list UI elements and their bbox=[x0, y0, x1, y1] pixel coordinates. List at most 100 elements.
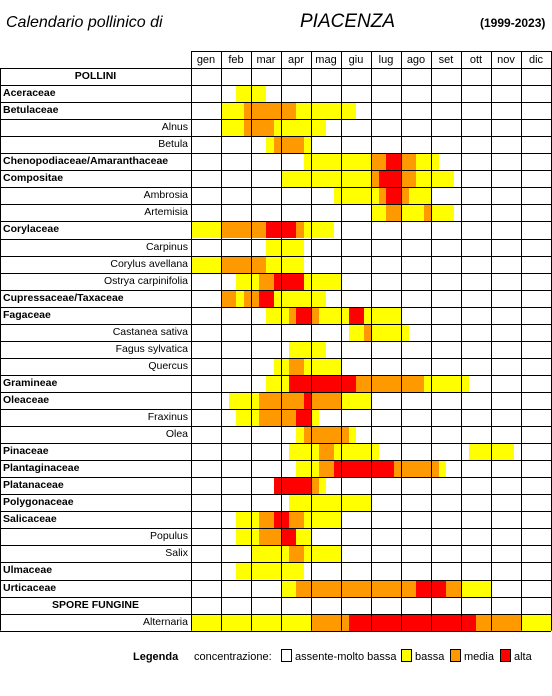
row-label: Oleaceae bbox=[3, 393, 50, 406]
calendar-cell bbox=[288, 238, 297, 256]
calendar-cell bbox=[333, 545, 342, 563]
calendar-cell bbox=[251, 272, 259, 290]
calendar-cell bbox=[513, 613, 522, 631]
calendar-cell bbox=[378, 306, 387, 324]
calendar-cell bbox=[273, 272, 282, 290]
calendar-cell bbox=[213, 613, 222, 631]
calendar-cell bbox=[311, 119, 319, 137]
legend-label-alta: alta bbox=[514, 651, 532, 663]
calendar-cell bbox=[371, 443, 379, 461]
calendar-cell bbox=[318, 545, 327, 563]
calendar-cell bbox=[528, 613, 537, 631]
calendar-cell bbox=[446, 613, 454, 631]
calendar-cell bbox=[326, 613, 334, 631]
calendar-cell bbox=[311, 272, 319, 290]
calendar-cell bbox=[341, 391, 349, 409]
calendar-cell bbox=[281, 511, 289, 529]
calendar-cell bbox=[281, 255, 289, 273]
calendar-cell bbox=[363, 391, 372, 409]
calendar-cell bbox=[446, 374, 454, 392]
row-label: Alnus bbox=[161, 121, 188, 134]
calendar-cell bbox=[348, 170, 357, 188]
calendar-cell bbox=[251, 119, 259, 137]
calendar-cell bbox=[438, 460, 447, 478]
calendar-cell bbox=[243, 289, 252, 307]
calendar-cell bbox=[266, 289, 274, 307]
calendar-cell bbox=[356, 306, 364, 324]
calendar-cell bbox=[371, 187, 379, 205]
calendar-cell bbox=[363, 460, 372, 478]
calendar-cell bbox=[363, 613, 372, 631]
month-header-giu: giu bbox=[348, 54, 364, 66]
calendar-cell bbox=[356, 153, 364, 171]
calendar-cell bbox=[258, 255, 267, 273]
calendar-cell bbox=[251, 409, 259, 427]
legend-label-assente: assente-molto bassa bbox=[295, 651, 397, 663]
calendar-cell bbox=[296, 221, 304, 239]
calendar-cell bbox=[311, 306, 319, 324]
calendar-cell bbox=[348, 153, 357, 171]
calendar-cell bbox=[311, 613, 319, 631]
calendar-cell bbox=[363, 494, 372, 512]
grid-lines bbox=[0, 51, 552, 632]
calendar-cell bbox=[243, 119, 252, 137]
calendar-cell bbox=[356, 460, 364, 478]
month-header-mag: mag bbox=[315, 54, 337, 66]
calendar-cell bbox=[213, 221, 222, 239]
calendar-cell bbox=[386, 374, 394, 392]
calendar-cell bbox=[228, 221, 237, 239]
calendar-cell bbox=[266, 306, 274, 324]
calendar-cell bbox=[318, 170, 327, 188]
calendar-cell bbox=[461, 374, 469, 392]
calendar-cell bbox=[243, 511, 252, 529]
year-range: (1999-2023) bbox=[480, 16, 546, 30]
calendar-cell bbox=[273, 102, 282, 120]
row-label: Carpinus bbox=[145, 240, 188, 253]
calendar-cell bbox=[386, 170, 394, 188]
calendar-cell bbox=[243, 102, 252, 120]
row-label: Compositae bbox=[3, 172, 64, 185]
calendar-cell bbox=[288, 119, 297, 137]
calendar-cell bbox=[296, 255, 304, 273]
calendar-cell bbox=[236, 613, 244, 631]
calendar-cell bbox=[461, 579, 469, 597]
calendar-cell bbox=[378, 460, 387, 478]
calendar-cell bbox=[401, 170, 409, 188]
calendar-cell bbox=[311, 545, 319, 563]
calendar-cell bbox=[416, 204, 424, 222]
calendar-cell bbox=[333, 579, 342, 597]
calendar-cell bbox=[318, 340, 327, 358]
calendar-cell bbox=[281, 289, 289, 307]
calendar-cell bbox=[303, 170, 312, 188]
calendar-cell bbox=[423, 204, 432, 222]
calendar-cell bbox=[303, 102, 312, 120]
calendar-cell bbox=[288, 357, 297, 375]
calendar-cell bbox=[198, 613, 207, 631]
calendar-cell bbox=[318, 272, 327, 290]
calendar-cell bbox=[378, 187, 387, 205]
calendar-cell bbox=[438, 204, 447, 222]
calendar-cell bbox=[266, 391, 274, 409]
calendar-cell bbox=[296, 306, 304, 324]
row-label: SPORE FUNGINE bbox=[52, 598, 139, 611]
calendar-cell bbox=[408, 187, 417, 205]
row-label: Urticaceae bbox=[3, 581, 57, 594]
calendar-cell bbox=[318, 306, 327, 324]
calendar-cell bbox=[333, 613, 342, 631]
calendar-cell bbox=[281, 272, 289, 290]
calendar-cell bbox=[251, 511, 259, 529]
calendar-cell bbox=[416, 613, 424, 631]
calendar-cell bbox=[221, 221, 229, 239]
calendar-cell bbox=[431, 579, 439, 597]
row-label: Corylaceae bbox=[3, 223, 60, 236]
calendar-cell bbox=[348, 187, 357, 205]
calendar-cell bbox=[356, 613, 364, 631]
calendar-cell bbox=[408, 153, 417, 171]
calendar-cell bbox=[251, 102, 259, 120]
row-label: Castanea sativa bbox=[112, 325, 188, 338]
calendar-cell bbox=[296, 102, 304, 120]
calendar-cell bbox=[303, 306, 312, 324]
calendar-cell bbox=[386, 306, 394, 324]
calendar-cell bbox=[296, 443, 304, 461]
calendar-cell bbox=[378, 204, 387, 222]
